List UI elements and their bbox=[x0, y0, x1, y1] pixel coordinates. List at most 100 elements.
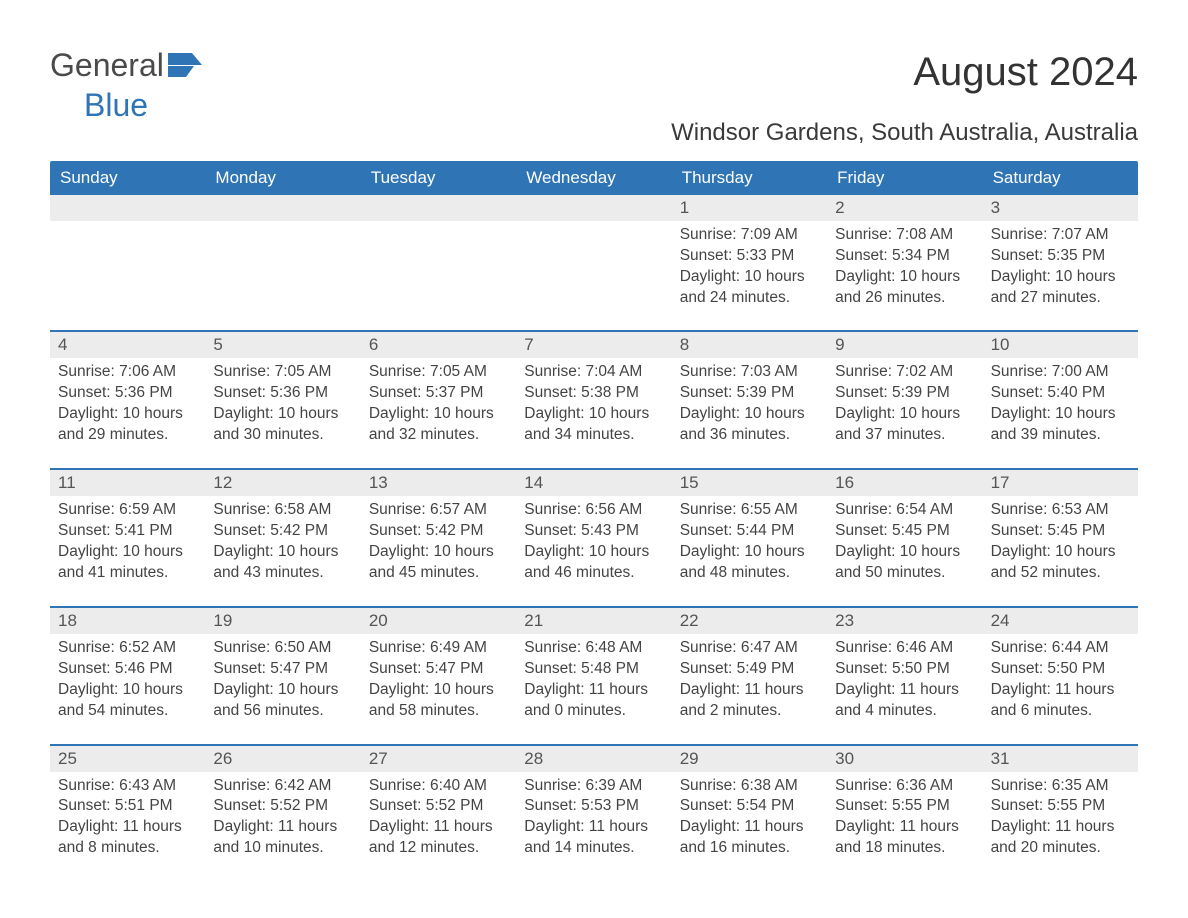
day-number-row: 25262728293031 bbox=[50, 746, 1138, 772]
day-number: 7 bbox=[516, 332, 671, 358]
sunset-text: Sunset: 5:55 PM bbox=[991, 796, 1130, 817]
sunrise-text: Sunrise: 7:00 AM bbox=[991, 362, 1130, 383]
sunrise-text: Sunrise: 6:35 AM bbox=[991, 776, 1130, 797]
sunrise-text: Sunrise: 7:05 AM bbox=[369, 362, 508, 383]
sunrise-text: Sunrise: 6:58 AM bbox=[213, 500, 352, 521]
daylight-text: Daylight: 10 hours and 37 minutes. bbox=[835, 404, 974, 446]
day-number: 13 bbox=[361, 470, 516, 496]
day-content-row: Sunrise: 7:06 AMSunset: 5:36 PMDaylight:… bbox=[50, 358, 1138, 454]
sunrise-text: Sunrise: 6:44 AM bbox=[991, 638, 1130, 659]
day-cell: Sunrise: 6:44 AMSunset: 5:50 PMDaylight:… bbox=[983, 634, 1138, 730]
daylight-text: Daylight: 10 hours and 48 minutes. bbox=[680, 542, 819, 584]
day-number bbox=[205, 195, 360, 221]
sunrise-text: Sunrise: 6:46 AM bbox=[835, 638, 974, 659]
day-number: 9 bbox=[827, 332, 982, 358]
day-cell: Sunrise: 6:42 AMSunset: 5:52 PMDaylight:… bbox=[205, 772, 360, 868]
day-number: 16 bbox=[827, 470, 982, 496]
daylight-text: Daylight: 10 hours and 26 minutes. bbox=[835, 267, 974, 309]
sunrise-text: Sunrise: 7:03 AM bbox=[680, 362, 819, 383]
sunrise-text: Sunrise: 6:56 AM bbox=[524, 500, 663, 521]
day-number: 6 bbox=[361, 332, 516, 358]
day-cell: Sunrise: 6:58 AMSunset: 5:42 PMDaylight:… bbox=[205, 496, 360, 592]
sunset-text: Sunset: 5:50 PM bbox=[835, 659, 974, 680]
logo: General Blue bbox=[50, 50, 202, 111]
sunset-text: Sunset: 5:40 PM bbox=[991, 383, 1130, 404]
day-number: 29 bbox=[672, 746, 827, 772]
daylight-text: Daylight: 10 hours and 43 minutes. bbox=[213, 542, 352, 584]
day-number: 11 bbox=[50, 470, 205, 496]
day-cell bbox=[205, 221, 360, 317]
day-cell: Sunrise: 6:54 AMSunset: 5:45 PMDaylight:… bbox=[827, 496, 982, 592]
daylight-text: Daylight: 11 hours and 20 minutes. bbox=[991, 817, 1130, 859]
sunset-text: Sunset: 5:33 PM bbox=[680, 246, 819, 267]
sunrise-text: Sunrise: 7:07 AM bbox=[991, 225, 1130, 246]
daylight-text: Daylight: 11 hours and 14 minutes. bbox=[524, 817, 663, 859]
sunset-text: Sunset: 5:39 PM bbox=[835, 383, 974, 404]
day-number: 3 bbox=[983, 195, 1138, 221]
sunset-text: Sunset: 5:52 PM bbox=[369, 796, 508, 817]
sunrise-text: Sunrise: 7:04 AM bbox=[524, 362, 663, 383]
logo-text-blue: Blue bbox=[84, 90, 202, 120]
daylight-text: Daylight: 10 hours and 54 minutes. bbox=[58, 680, 197, 722]
calendar-week: 18192021222324Sunrise: 6:52 AMSunset: 5:… bbox=[50, 606, 1138, 730]
day-number: 18 bbox=[50, 608, 205, 634]
sunrise-text: Sunrise: 6:40 AM bbox=[369, 776, 508, 797]
day-cell: Sunrise: 6:47 AMSunset: 5:49 PMDaylight:… bbox=[672, 634, 827, 730]
sunset-text: Sunset: 5:51 PM bbox=[58, 796, 197, 817]
sunset-text: Sunset: 5:53 PM bbox=[524, 796, 663, 817]
daylight-text: Daylight: 11 hours and 18 minutes. bbox=[835, 817, 974, 859]
sunset-text: Sunset: 5:39 PM bbox=[680, 383, 819, 404]
sunrise-text: Sunrise: 7:06 AM bbox=[58, 362, 197, 383]
calendar-week: 123 Sunrise: 7:09 AMSunset: 5:33 PM Daylig… bbox=[50, 195, 1138, 317]
daylight-text: Daylight: 10 hours and 45 minutes. bbox=[369, 542, 508, 584]
sunset-text: Sunset: 5:41 PM bbox=[58, 521, 197, 542]
day-cell bbox=[361, 221, 516, 317]
day-number: 8 bbox=[672, 332, 827, 358]
day-cell: Sunrise: 6:35 AMSunset: 5:55 PMDaylight:… bbox=[983, 772, 1138, 868]
daylight-text: Daylight: 10 hours and 30 minutes. bbox=[213, 404, 352, 446]
daylight-text: Daylight: 10 hours and 52 minutes. bbox=[991, 542, 1130, 584]
day-number bbox=[50, 195, 205, 221]
day-number: 31 bbox=[983, 746, 1138, 772]
day-cell: Sunrise: 7:05 AMSunset: 5:36 PMDaylight:… bbox=[205, 358, 360, 454]
sunset-text: Sunset: 5:45 PM bbox=[835, 521, 974, 542]
day-cell: Sunrise: 6:36 AMSunset: 5:55 PMDaylight:… bbox=[827, 772, 982, 868]
day-cell bbox=[516, 221, 671, 317]
sunset-text: Sunset: 5:50 PM bbox=[991, 659, 1130, 680]
weekday-header: Friday bbox=[827, 161, 982, 195]
sunrise-text: Sunrise: 6:54 AM bbox=[835, 500, 974, 521]
sunrise-text: Sunrise: 6:55 AM bbox=[680, 500, 819, 521]
calendar: Sunday Monday Tuesday Wednesday Thursday… bbox=[50, 161, 1138, 867]
sunrise-text: Sunrise: 6:42 AM bbox=[213, 776, 352, 797]
sunrise-text: Sunrise: 7:09 AM bbox=[680, 225, 819, 246]
day-cell: Sunrise: 6:48 AMSunset: 5:48 PMDaylight:… bbox=[516, 634, 671, 730]
sunrise-text: Sunrise: 6:36 AM bbox=[835, 776, 974, 797]
day-number: 19 bbox=[205, 608, 360, 634]
sunset-text: Sunset: 5:37 PM bbox=[369, 383, 508, 404]
weekday-header-row: Sunday Monday Tuesday Wednesday Thursday… bbox=[50, 161, 1138, 195]
weekday-header: Saturday bbox=[983, 161, 1138, 195]
day-cell: Sunrise: 6:55 AMSunset: 5:44 PMDaylight:… bbox=[672, 496, 827, 592]
sunrise-text: Sunrise: 6:57 AM bbox=[369, 500, 508, 521]
day-number: 25 bbox=[50, 746, 205, 772]
sunset-text: Sunset: 5:38 PM bbox=[524, 383, 663, 404]
sunset-text: Sunset: 5:46 PM bbox=[58, 659, 197, 680]
calendar-week: 25262728293031Sunrise: 6:43 AMSunset: 5:… bbox=[50, 744, 1138, 868]
day-number: 23 bbox=[827, 608, 982, 634]
day-cell: Sunrise: 6:39 AMSunset: 5:53 PMDaylight:… bbox=[516, 772, 671, 868]
sunset-text: Sunset: 5:36 PM bbox=[213, 383, 352, 404]
day-number-row: 18192021222324 bbox=[50, 608, 1138, 634]
day-cell: Sunrise: 6:40 AMSunset: 5:52 PMDaylight:… bbox=[361, 772, 516, 868]
sunset-text: Sunset: 5:47 PM bbox=[369, 659, 508, 680]
day-number: 27 bbox=[361, 746, 516, 772]
day-cell bbox=[50, 221, 205, 317]
daylight-text: Daylight: 10 hours and 29 minutes. bbox=[58, 404, 197, 446]
day-content-row: Sunrise: 6:43 AMSunset: 5:51 PMDaylight:… bbox=[50, 772, 1138, 868]
sunset-text: Sunset: 5:35 PM bbox=[991, 246, 1130, 267]
day-number-row: 123 bbox=[50, 195, 1138, 221]
sunrise-text: Sunrise: 7:05 AM bbox=[213, 362, 352, 383]
day-cell: Sunrise: 6:50 AMSunset: 5:47 PMDaylight:… bbox=[205, 634, 360, 730]
day-number: 24 bbox=[983, 608, 1138, 634]
day-number bbox=[361, 195, 516, 221]
sunset-text: Sunset: 5:55 PM bbox=[835, 796, 974, 817]
